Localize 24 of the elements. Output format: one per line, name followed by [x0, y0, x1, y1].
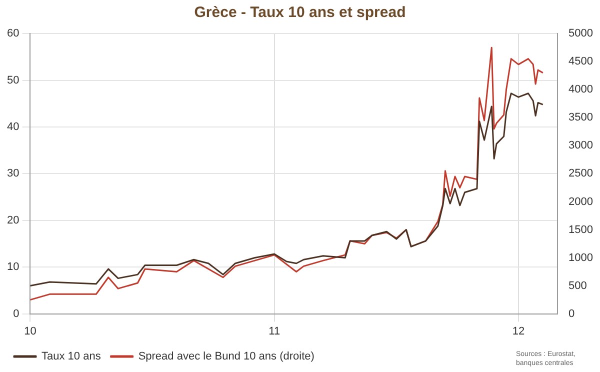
- y-tick-label: 10: [6, 261, 20, 274]
- y2-tick-label: 4500: [568, 56, 594, 68]
- y2-tick-label: 3500: [568, 112, 594, 124]
- y-tick-label: 0: [13, 308, 20, 320]
- legend-label: Spread avec le Bund 10 ans (droite): [138, 350, 314, 363]
- y2-tick-label: 5000: [568, 28, 594, 40]
- y-tick-label: 30: [6, 168, 20, 180]
- y2-tick-label: 500: [568, 280, 587, 292]
- y2-tick-label: 3000: [568, 140, 594, 152]
- y-tick-label: 50: [6, 74, 20, 86]
- x-tick-label: 11: [268, 325, 280, 338]
- x-tick-label: 12: [512, 325, 525, 338]
- y2-tick-label: 1500: [568, 224, 594, 236]
- y2-tick-label: 2000: [568, 196, 594, 208]
- y-tick-label: 20: [6, 214, 20, 226]
- x-tick-label: 10: [24, 325, 36, 338]
- legend-label: Taux 10 ans: [42, 350, 102, 363]
- y2-tick-label: 0: [568, 308, 575, 320]
- y-tick-label: 60: [6, 28, 20, 40]
- y2-tick-label: 1000: [568, 252, 594, 264]
- y2-tick-label: 4000: [568, 84, 594, 96]
- chart-title: Grèce - Taux 10 ans et spread: [193, 4, 407, 21]
- y-tick-label: 40: [6, 121, 20, 134]
- y2-tick-label: 2500: [568, 168, 594, 180]
